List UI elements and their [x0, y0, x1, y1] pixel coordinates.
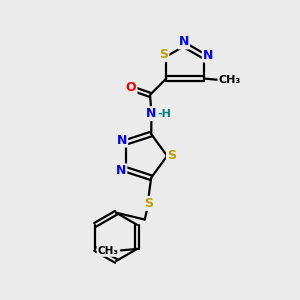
Text: N: N: [179, 35, 189, 48]
Text: CH₃: CH₃: [218, 75, 241, 85]
Text: CH₃: CH₃: [98, 246, 118, 256]
Text: S: S: [167, 149, 176, 162]
Text: S: S: [159, 48, 168, 61]
Text: O: O: [126, 81, 136, 94]
Text: N: N: [116, 164, 126, 177]
Text: -H: -H: [157, 109, 171, 118]
Text: N: N: [203, 49, 213, 62]
Text: N: N: [146, 107, 156, 120]
Text: S: S: [144, 197, 153, 210]
Text: N: N: [117, 134, 127, 146]
